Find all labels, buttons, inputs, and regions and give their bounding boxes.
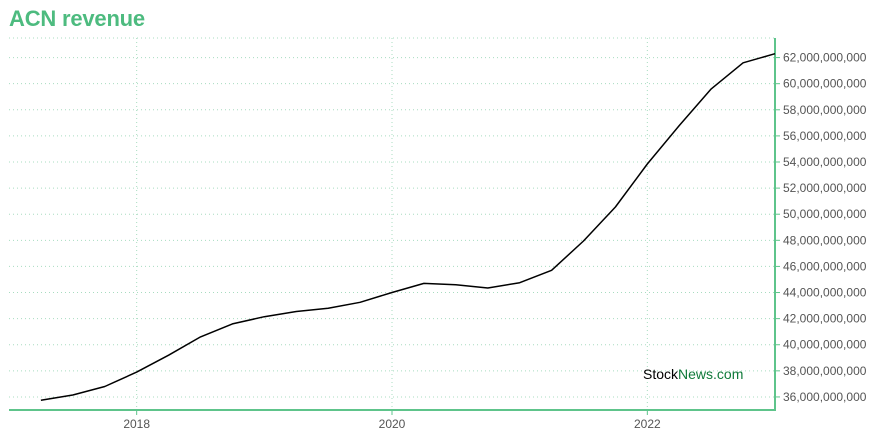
y-tick-label: 62,000,000,000 xyxy=(783,51,867,65)
y-tick-label: 38,000,000,000 xyxy=(783,364,867,378)
y-tick-label: 58,000,000,000 xyxy=(783,103,867,117)
x-tick-label: 2018 xyxy=(123,417,150,431)
watermark-domain: .com xyxy=(713,366,743,382)
y-tick-label: 40,000,000,000 xyxy=(783,338,867,352)
y-tick-label: 46,000,000,000 xyxy=(783,259,867,273)
y-tick-label: 36,000,000,000 xyxy=(783,390,867,404)
watermark-logo: StockNews.com xyxy=(643,366,743,382)
y-tick-label: 54,000,000,000 xyxy=(783,155,867,169)
revenue-series-line xyxy=(40,52,776,401)
y-tick-label: 50,000,000,000 xyxy=(783,207,867,221)
watermark-stock: Stock xyxy=(643,366,679,382)
y-tick-label: 56,000,000,000 xyxy=(783,129,867,143)
x-tick-label: 2022 xyxy=(634,417,661,431)
tick-labels: 36,000,000,000 38,000,000,000 40,000,000,0… xyxy=(123,51,866,431)
x-tick-label: 2020 xyxy=(379,417,406,431)
y-tick-label: 44,000,000,000 xyxy=(783,286,867,300)
y-tick-label: 52,000,000,000 xyxy=(783,181,867,195)
watermark-news: News xyxy=(678,366,713,382)
grid xyxy=(9,37,775,410)
axes xyxy=(9,38,780,415)
chart-title: ACN revenue xyxy=(9,6,145,31)
series-layer xyxy=(40,52,776,401)
y-tick-label: 60,000,000,000 xyxy=(783,77,867,91)
y-tick-label: 42,000,000,000 xyxy=(783,312,867,326)
y-tick-label: 48,000,000,000 xyxy=(783,233,867,247)
